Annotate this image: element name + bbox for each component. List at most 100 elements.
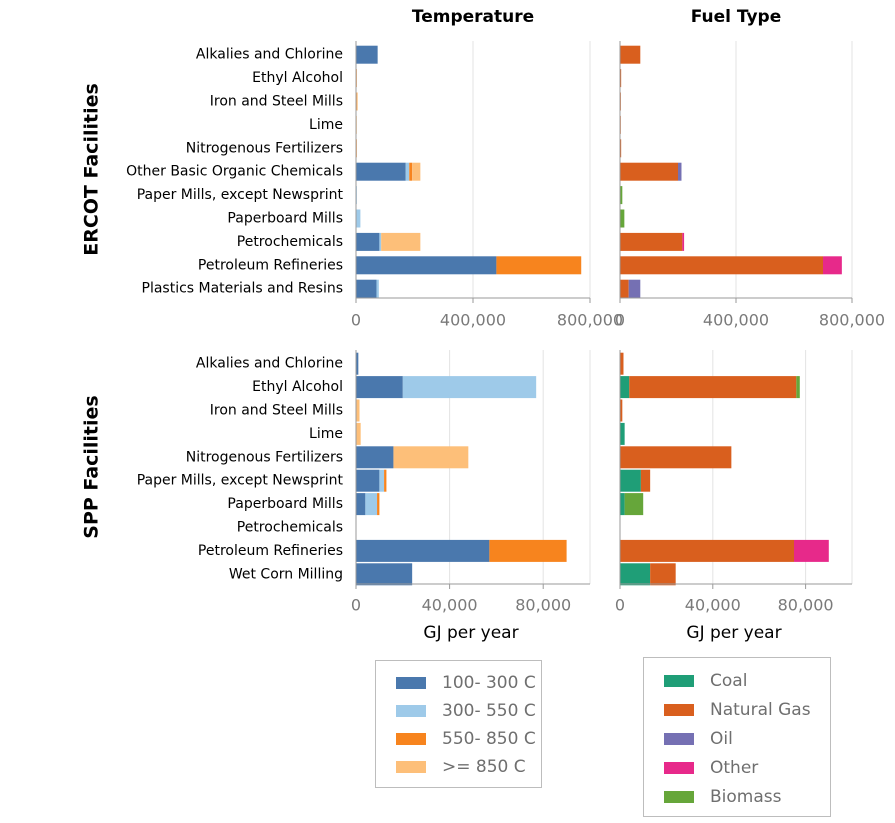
legend-label: Other [710,758,759,778]
bar-segment [405,162,410,181]
bar-segment [356,209,361,228]
row-title: ERCOT Facilities [81,83,103,256]
legend-item: Oil [664,729,733,749]
bar-segment [629,376,797,399]
bar-segment [384,469,387,492]
legend-item: >= 850 C [396,757,526,777]
bar-segment [379,469,385,492]
tick-label: 80,000 [515,596,571,615]
bar-segment [620,446,732,469]
legend-item: Coal [664,671,747,691]
bar-segment [356,92,358,111]
tick-label: 40,000 [422,596,478,615]
row-title: SPP Facilities [81,395,103,538]
legend-label: Natural Gas [710,700,811,720]
bar-segment [379,232,382,251]
legend-label: >= 850 C [442,757,526,777]
bar-segment [620,232,683,251]
category-label: Wet Corn Milling [229,566,343,582]
bar-segment [356,232,380,251]
bar-segment [356,539,490,562]
bar-segment [678,162,682,181]
category-label: Other Basic Organic Chemicals [126,164,343,180]
legend-label: Coal [710,671,748,691]
category-label: Ethyl Alcohol [252,379,343,395]
bar-segment [794,539,829,562]
bar-segment [624,493,644,516]
legend-swatch [396,733,426,745]
bar-segment [356,469,380,492]
legend-item: 550- 850 C [396,729,536,749]
bar-segment [823,256,842,275]
category-label: Petroleum Refineries [198,257,343,273]
bar-segment [620,139,622,158]
category-label: Paper Mills, except Newsprint [137,187,344,203]
bar-segment [796,376,800,399]
legend-item: Natural Gas [664,700,811,720]
tick-label: 400,000 [440,311,506,330]
bar-segment [393,446,469,469]
legend-swatch [396,677,426,689]
legend-label: 300- 550 C [442,701,536,721]
legend-swatch [664,762,694,774]
bar-segment [409,162,413,181]
tick-label: 0 [615,596,625,615]
bar-segment [620,493,625,516]
bar-segment [356,279,377,298]
category-label: Alkalies and Chlorine [196,356,343,372]
tick-label: 40,000 [685,596,741,615]
legend-swatch [396,761,426,773]
category-label: Paperboard Mills [227,496,343,512]
bar-segment [381,232,421,251]
bar-segment [620,186,623,205]
category-label: Alkalies and Chlorine [196,47,343,63]
bar-segment [365,493,378,516]
category-label: Paper Mills, except Newsprint [137,473,344,489]
category-label: Ethyl Alcohol [252,70,343,86]
tick-label: 0 [615,311,625,330]
legend-swatch [664,791,694,803]
legend-label: Biomass [710,787,782,807]
category-label: Iron and Steel Mills [210,94,343,110]
bar-segment [650,563,676,586]
bar-segment [620,69,622,88]
category-label: Plastics Materials and Resins [142,281,344,297]
category-label: Nitrogenous Fertilizers [186,140,343,156]
fuel-type-legend: Coal Natural Gas Oil Other Biomass [643,657,831,817]
category-label: Iron and Steel Mills [210,403,343,419]
legend-item: 300- 550 C [396,701,536,721]
bar-segment [489,539,567,562]
category-label: Nitrogenous Fertilizers [186,449,343,465]
bar-segment [496,256,582,275]
category-label: Lime [309,426,343,442]
legend-swatch [664,675,694,687]
x-axis-title: GJ per year [686,623,781,643]
legend-label: 100- 300 C [442,673,536,693]
bar-segment [412,162,421,181]
bar-segment [356,256,497,275]
category-label: Lime [309,117,343,133]
bar-segment [620,376,630,399]
bar-segment [620,539,794,562]
bar-segment [356,352,359,375]
bar-segment [620,45,641,64]
category-label: Petrochemicals [237,234,343,250]
bar-segment [377,493,380,516]
legend-item: Other [664,758,758,778]
bar-segment [356,376,403,399]
bar-segment [356,563,413,586]
legend-item: Biomass [664,787,781,807]
bar-segment [356,422,361,445]
bar-segment [620,399,623,422]
bar-segment [356,162,406,181]
tick-label: 800,000 [819,311,885,330]
bar-segment [620,352,624,375]
tick-label: 0 [351,596,361,615]
legend-swatch [396,705,426,717]
bar-segment [356,399,360,422]
category-label: Petrochemicals [237,520,343,536]
bar-segment [620,162,678,181]
category-label: Petroleum Refineries [198,543,343,559]
bar-segment [620,469,641,492]
